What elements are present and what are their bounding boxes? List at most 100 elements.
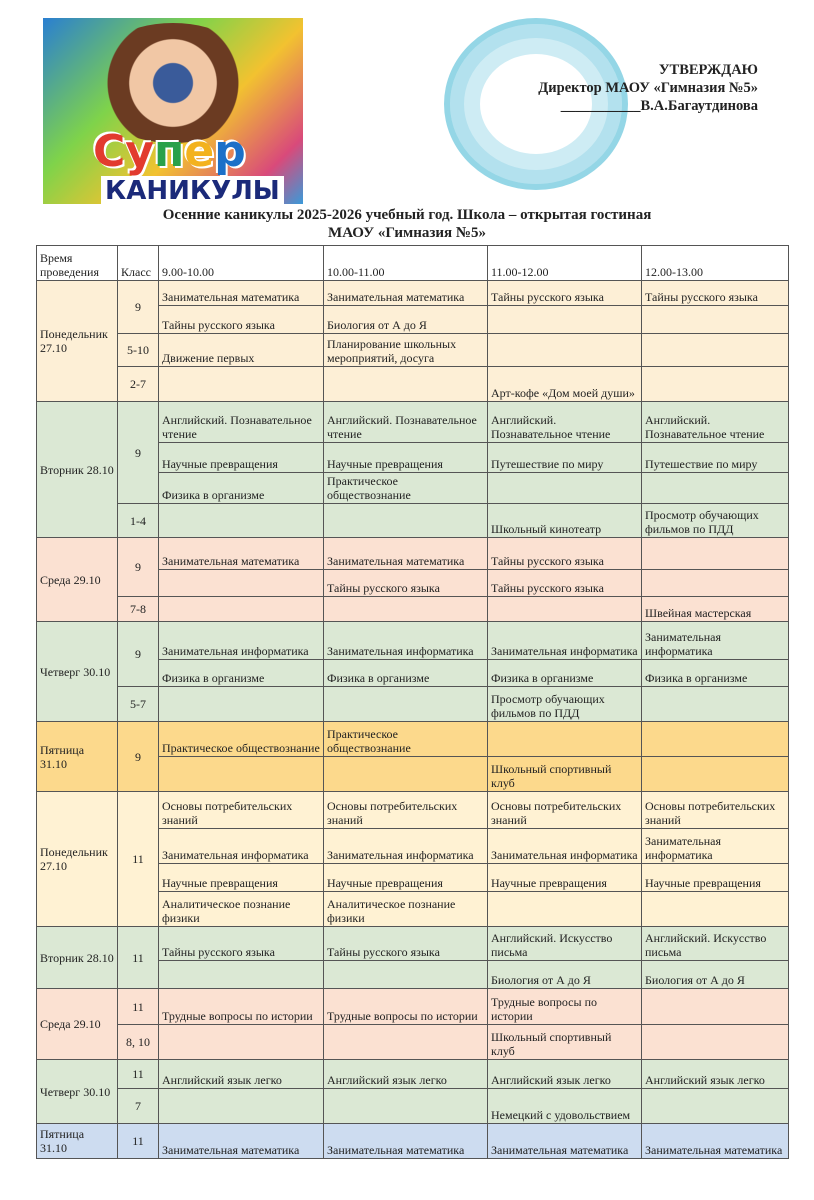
- class-cell: 8, 10: [117, 1024, 159, 1060]
- table-row: 1-4 Школьный кинотеатр Просмотр обучающих …: [36, 503, 789, 538]
- activity-cell: [323, 503, 488, 538]
- activity-cell: Занимательная математика: [487, 1123, 642, 1159]
- table-row: 7-8 Швейная мастерская: [36, 596, 789, 622]
- activity-cell: Физика в организме: [158, 472, 324, 504]
- schedule-table: Время проведения Класс 9.00-10.00 10.00-11.…: [36, 245, 789, 1159]
- activity-cell: [641, 305, 789, 334]
- class-cell: 11: [117, 988, 159, 1025]
- activity-cell: [158, 503, 324, 538]
- activity-cell: Биология от А до Я: [323, 305, 488, 334]
- activity-cell: Научные превращения: [323, 863, 488, 892]
- day-cell: Вторник 28.10: [36, 401, 118, 538]
- logo-text-holidays: КАНИКУЛЫ: [101, 176, 284, 204]
- children-photo: [83, 23, 263, 143]
- activity-cell: Занимательная математика: [641, 1123, 789, 1159]
- activity-cell: Просмотр обучающих фильмов по ПДД: [641, 503, 789, 538]
- activity-cell: [323, 1024, 488, 1060]
- activity-cell: Путешествие по миру: [487, 442, 642, 473]
- column-header: 10.00-11.00: [323, 245, 488, 281]
- class-cell: 7: [117, 1088, 159, 1124]
- column-header: 12.00-13.00: [641, 245, 789, 281]
- activity-cell: [487, 472, 642, 504]
- class-cell: 9: [117, 721, 159, 792]
- activity-cell: Английский. Познавательное чтение: [641, 401, 789, 443]
- activity-cell: Трудные вопросы по истории: [158, 988, 324, 1025]
- super-holidays-logo: Супер КАНИКУЛЫ: [43, 18, 303, 204]
- activity-cell: Школьный кинотеатр: [487, 503, 642, 538]
- day-cell: Четверг 30.10: [36, 621, 118, 722]
- activity-cell: Тайны русского языка: [487, 537, 642, 570]
- approval-title: УТВЕРЖДАЮ: [658, 62, 758, 78]
- activity-cell: [641, 988, 789, 1025]
- activity-cell: Немецкий с удовольствием: [487, 1088, 642, 1124]
- approval-position: Директор МАОУ «Гимназия №5»: [538, 80, 758, 96]
- activity-cell: Физика в организме: [641, 659, 789, 687]
- activity-cell: Швейная мастерская: [641, 596, 789, 622]
- activity-cell: Занимательная математика: [158, 280, 324, 306]
- table-row: Среда 29.10 11 Трудные вопросы по истории Т…: [36, 988, 789, 1060]
- activity-cell: Практическое обществознание: [323, 472, 488, 504]
- activity-cell: Физика в организме: [323, 659, 488, 687]
- table-row: Среда 29.10 9 Занимательная математика Зани…: [36, 537, 789, 622]
- activity-cell: [158, 960, 324, 989]
- activity-cell: Движение первых: [158, 333, 324, 367]
- activity-cell: Путешествие по миру: [641, 442, 789, 473]
- activity-cell: [323, 960, 488, 989]
- table-row: Научные превращения Научные превращения На…: [36, 863, 789, 892]
- activity-cell: [641, 756, 789, 792]
- activity-cell: Английский. Познавательное чтение: [487, 401, 642, 443]
- activity-cell: Физика в организме: [158, 659, 324, 687]
- table-row: Физика в организме Физика в организме Физи…: [36, 659, 789, 687]
- activity-cell: Научные превращения: [158, 442, 324, 473]
- activity-cell: [158, 366, 324, 402]
- activity-cell: [323, 366, 488, 402]
- activity-cell: [487, 333, 642, 367]
- class-cell: 5-10: [117, 333, 159, 367]
- column-header: 11.00-12.00: [487, 245, 642, 281]
- activity-cell: Занимательная математика: [323, 537, 488, 570]
- activity-cell: Основы потребительских знаний: [158, 791, 324, 829]
- activity-cell: [323, 686, 488, 722]
- class-cell: 9: [117, 401, 159, 504]
- activity-cell: Практическое обществознание: [158, 721, 324, 757]
- activity-cell: Арт-кофе «Дом моей души»: [487, 366, 642, 402]
- activity-cell: Основы потребительских знаний: [323, 791, 488, 829]
- day-cell: Вторник 28.10: [36, 926, 118, 989]
- table-row: Пятница 31.10 9 Практическое обществознани…: [36, 721, 789, 792]
- table-row: 5-10 Движение первых Планирование школьных…: [36, 333, 789, 367]
- activity-cell: Занимательная математика: [323, 1123, 488, 1159]
- activity-cell: [323, 596, 488, 622]
- class-cell: 9: [117, 621, 159, 687]
- activity-cell: [158, 686, 324, 722]
- activity-cell: Планирование школьных мероприятий, досуг…: [323, 333, 488, 367]
- activity-cell: Занимательная информатика: [323, 828, 488, 864]
- activity-cell: Трудные вопросы по истории: [487, 988, 642, 1025]
- title-line-1: Осенние каникулы 2025-2026 учебный год. …: [162, 207, 652, 223]
- class-cell: 11: [117, 926, 159, 989]
- column-header: Время проведения: [36, 245, 118, 281]
- activity-cell: Основы потребительских знаний: [641, 791, 789, 829]
- class-cell: 7-8: [117, 596, 159, 622]
- table-row: Школьный спортивный клуб: [36, 756, 789, 792]
- activity-cell: [641, 537, 789, 570]
- activity-cell: [158, 756, 324, 792]
- table-row: Научные превращения Научные превращения Пу…: [36, 442, 789, 473]
- activity-cell: [641, 569, 789, 597]
- activity-cell: [641, 1088, 789, 1124]
- title-line-2: МАОУ «Гимназия №5»: [328, 225, 486, 241]
- activity-cell: Занимательная информатика: [158, 621, 324, 660]
- activity-cell: Просмотр обучающих фильмов по ПДД: [487, 686, 642, 722]
- activity-cell: Тайны русского языка: [158, 926, 324, 961]
- class-cell: 11: [117, 1123, 159, 1159]
- class-cell: 1-4: [117, 503, 159, 538]
- table-row: 7 Немецкий с удовольствием: [36, 1088, 789, 1124]
- activity-cell: [158, 1024, 324, 1060]
- page-title: Осенние каникулы 2025-2026 учебный год. …: [0, 206, 814, 242]
- activity-cell: Тайны русского языка: [323, 926, 488, 961]
- activity-cell: [158, 596, 324, 622]
- class-cell: 5-7: [117, 686, 159, 722]
- activity-cell: Занимательная математика: [158, 1123, 324, 1159]
- activity-cell: Тайны русского языка: [487, 280, 642, 306]
- activity-cell: [487, 721, 642, 757]
- activity-cell: [641, 1024, 789, 1060]
